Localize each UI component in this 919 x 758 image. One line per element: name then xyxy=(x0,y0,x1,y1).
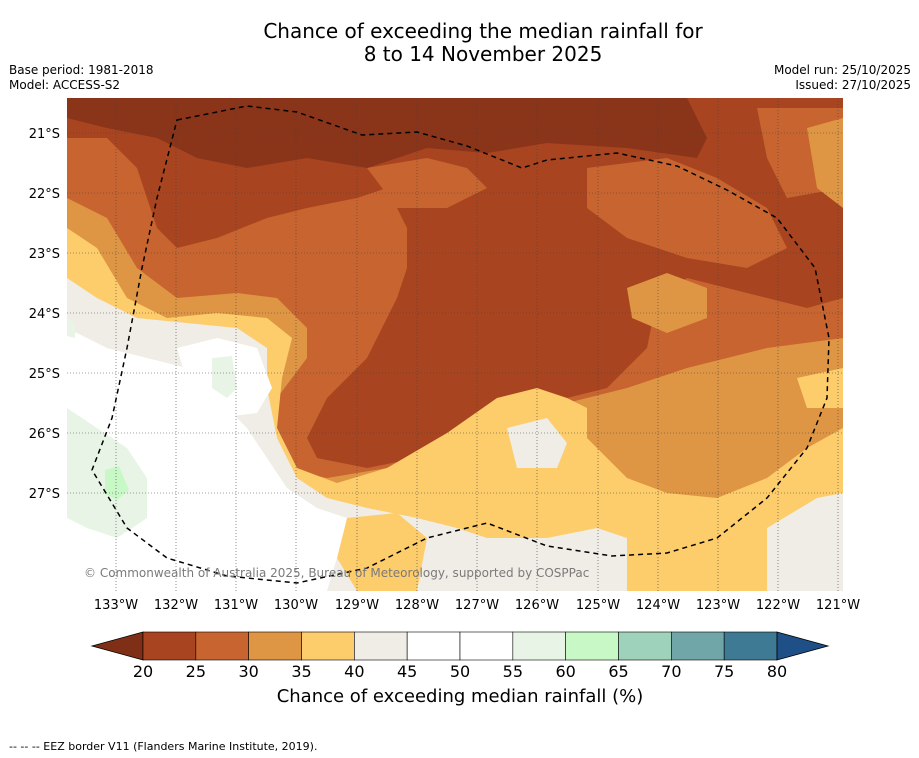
region-35-40-east xyxy=(797,368,843,408)
colorbar-swatch xyxy=(406,631,461,661)
colorbar-tick-label: 30 xyxy=(238,662,259,681)
map-title: Chance of exceeding the median rainfall … xyxy=(0,20,919,66)
region-30-35-edge xyxy=(807,118,843,208)
colorbar-swatch xyxy=(671,631,725,661)
colorbar-swatch xyxy=(248,631,302,661)
colorbar-label: Chance of exceeding median rainfall (%) xyxy=(276,686,644,707)
base-period: Base period: 1981-2018 xyxy=(9,63,154,77)
colorbar-swatch xyxy=(142,631,197,661)
lon-label: 121°W xyxy=(815,598,861,613)
colorbar-tick-label: 60 xyxy=(555,662,576,681)
lon-label: 131°W xyxy=(213,598,259,613)
region-40-45-se xyxy=(767,493,843,591)
lat-label: 23°S xyxy=(28,247,60,262)
lon-label: 122°W xyxy=(755,598,801,613)
colorbar-tick-label: 70 xyxy=(661,662,682,681)
colorbar-tick-label: 80 xyxy=(766,662,788,681)
lat-label: 27°S xyxy=(28,487,60,502)
colorbar-tick-label: 65 xyxy=(608,662,629,681)
meta-left: Base period: 1981-2018 Model: ACCESS-S2 xyxy=(9,63,154,93)
region-60-65 xyxy=(105,466,129,500)
region-25-30-east xyxy=(587,158,787,268)
graticule xyxy=(67,98,843,591)
title-line-2: 8 to 14 November 2025 xyxy=(363,42,603,66)
lon-label: 123°W xyxy=(695,598,741,613)
lat-label: 25°S xyxy=(28,367,60,382)
colorbar-swatch xyxy=(618,631,672,661)
colorbar-swatch xyxy=(723,631,778,661)
region-35-40-south xyxy=(337,513,427,591)
colorbar-swatch xyxy=(512,631,566,661)
lon-label: 126°W xyxy=(514,598,560,613)
lon-label: 130°W xyxy=(273,598,319,613)
lat-label: 22°S xyxy=(28,187,60,202)
colorbar-swatch xyxy=(301,631,355,661)
meta-right: Model run: 25/10/2025 Issued: 27/10/2025 xyxy=(774,63,911,93)
colorbar-tick-label: 25 xyxy=(185,662,206,681)
lon-label: 132°W xyxy=(153,598,199,613)
colorbar xyxy=(90,631,830,661)
colorbar-tick-label: 35 xyxy=(291,662,312,681)
model-run: Model run: 25/10/2025 xyxy=(773,63,911,77)
colorbar-tick-label: 50 xyxy=(449,662,471,681)
lon-label: 125°W xyxy=(575,598,621,613)
colorbar-swatch xyxy=(565,631,619,661)
colorbar-tick-label: 45 xyxy=(396,662,418,681)
colorbar-tick-label: 55 xyxy=(502,662,523,681)
region-30-35-pocket xyxy=(627,273,707,333)
lon-label: 128°W xyxy=(394,598,440,613)
lat-label: 24°S xyxy=(28,307,60,322)
eez-legend: -- -- -- EEZ border V11 (Flanders Marine… xyxy=(9,740,318,753)
lon-label: 133°W xyxy=(93,598,139,613)
region-55-60-edge xyxy=(67,318,75,338)
colorbar-swatch xyxy=(354,631,408,661)
lon-label: 124°W xyxy=(635,598,681,613)
copyright-notice: © Commonwealth of Australia 2025, Bureau… xyxy=(84,566,590,580)
model-name: Model: ACCESS-S2 xyxy=(9,78,121,92)
colorbar-under-arrow xyxy=(90,631,144,661)
region-25-30-north xyxy=(367,158,487,208)
rainfall-map xyxy=(67,98,843,591)
colorbar-over-arrow xyxy=(776,631,830,661)
colorbar-swatch xyxy=(459,631,514,661)
map-panel xyxy=(67,98,843,591)
region-45-55 xyxy=(67,328,347,591)
issued-date: Issued: 27/10/2025 xyxy=(795,78,911,92)
title-line-1: Chance of exceeding the median rainfall … xyxy=(263,19,703,43)
lat-label: 21°S xyxy=(28,127,60,142)
eez-border xyxy=(91,105,830,584)
region-below-20 xyxy=(67,98,707,168)
colorbar-tick-label: 75 xyxy=(713,662,735,681)
colorbar-swatch xyxy=(195,631,249,661)
region-55-60-island xyxy=(212,356,237,398)
lon-label: 127°W xyxy=(454,598,500,613)
lon-label: 129°W xyxy=(334,598,380,613)
colorbar-tick-label: 20 xyxy=(132,662,154,681)
lat-label: 26°S xyxy=(28,427,60,442)
colorbar-tick-label: 40 xyxy=(344,662,365,681)
